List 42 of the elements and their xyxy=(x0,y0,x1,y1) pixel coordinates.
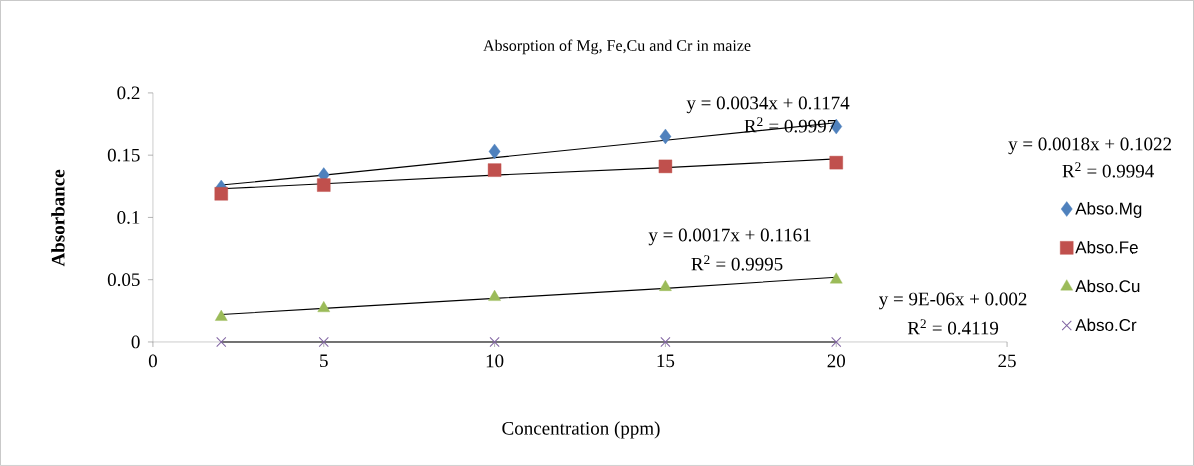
chart-title: Absorption of Mg, Fe,Cu and Cr in maize xyxy=(483,39,751,55)
x-axis-title: Concentration (ppm) xyxy=(502,421,660,439)
x-tick-label: 10 xyxy=(486,354,504,368)
y-tick-label: 0.2 xyxy=(117,86,140,100)
point xyxy=(659,128,672,145)
annotation: y = 0.0034x + 0.1174 xyxy=(686,96,850,114)
annotation: y = 9E-06x + 0.002 xyxy=(878,292,1027,310)
point xyxy=(659,280,672,291)
x-tick-label: 5 xyxy=(320,354,328,368)
legend-label: Abso.Cr xyxy=(1075,318,1137,332)
x-tick-label: 25 xyxy=(998,354,1016,368)
point xyxy=(214,187,228,201)
x-tick-label: 20 xyxy=(827,354,846,368)
annotation: y = 0.0017x + 0.1161 xyxy=(648,228,811,246)
x-tick-label: 0 xyxy=(148,354,157,368)
text: R$^{2}$ = 0.9994 xyxy=(1062,162,1154,178)
point xyxy=(829,272,843,284)
y-axis-title: Absorbance xyxy=(51,169,65,267)
point xyxy=(317,178,331,192)
point xyxy=(660,336,671,348)
point xyxy=(216,336,227,348)
y-tick-label: 0 xyxy=(131,335,140,349)
annotation: R$^{2}$ = 0.9995 xyxy=(691,255,783,271)
point xyxy=(317,301,331,313)
legend-label: Abso.Fe xyxy=(1075,240,1138,254)
text: y = 0.0018x + 0.1022 xyxy=(1008,137,1172,155)
point xyxy=(488,289,501,301)
point xyxy=(489,336,500,348)
x-tick-label: 15 xyxy=(657,354,675,368)
y-tick-label: 0.1 xyxy=(117,211,140,224)
point xyxy=(658,159,673,174)
point xyxy=(215,309,228,321)
point xyxy=(829,156,843,170)
point xyxy=(318,336,329,348)
y-tick-label: 0.05 xyxy=(107,273,140,287)
point xyxy=(831,336,842,348)
point xyxy=(488,143,501,160)
legend-label: Abso.Cu xyxy=(1075,279,1140,293)
y-tick-label: 0.15 xyxy=(107,148,140,162)
point xyxy=(487,163,502,177)
annotation: R$^{2}$ = 0.4119 xyxy=(907,319,999,335)
legend-label: Abso.Mg xyxy=(1075,202,1142,219)
